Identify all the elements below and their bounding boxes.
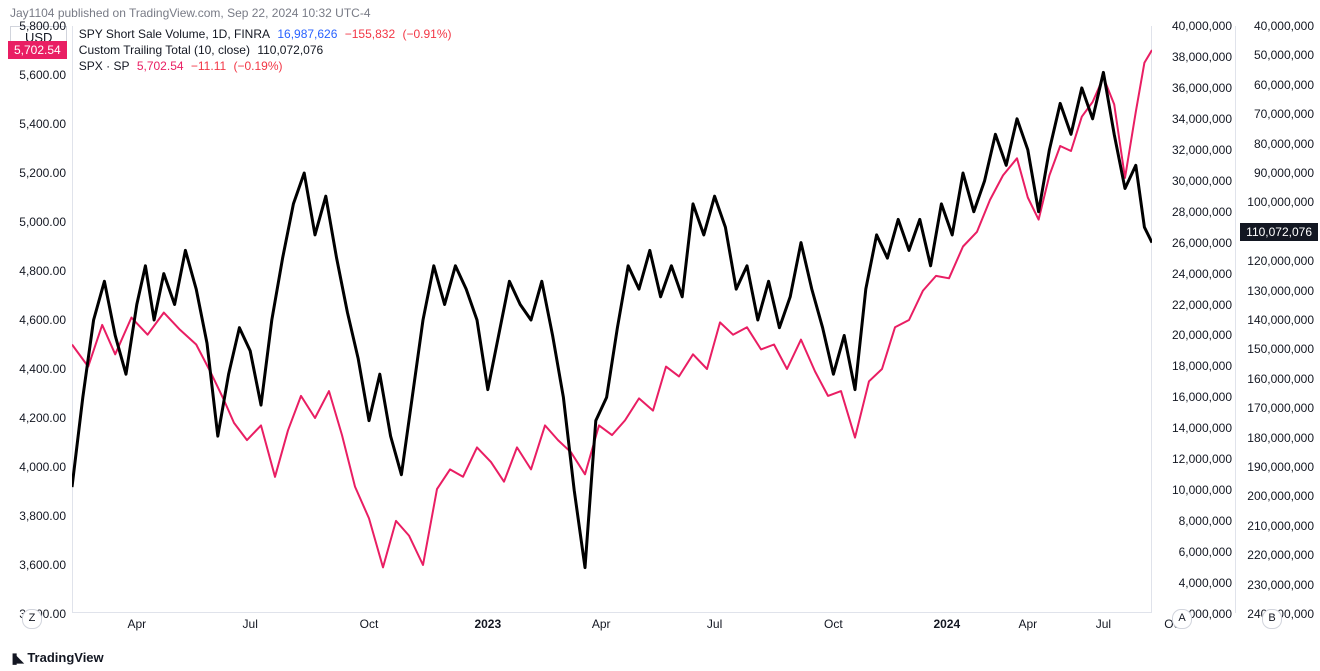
- brand-text: TradingView: [27, 650, 103, 665]
- y-a-tick: 14,000,000: [1172, 421, 1232, 435]
- x-tick: Oct: [824, 617, 843, 631]
- y-b-tick: 40,000,000: [1254, 19, 1314, 33]
- y-a-tick: 32,000,000: [1172, 143, 1232, 157]
- chart-svg: [72, 26, 1152, 614]
- y-a-tick: 34,000,000: [1172, 112, 1232, 126]
- y-b-tick: 180,000,000: [1247, 431, 1314, 445]
- chart-plot-area[interactable]: [72, 26, 1152, 614]
- y-a-tick: 28,000,000: [1172, 205, 1232, 219]
- y-a-tick: 10,000,000: [1172, 483, 1232, 497]
- x-tick: Apr: [1018, 617, 1037, 631]
- y-left-tick: 4,000.00: [19, 460, 66, 474]
- y-left-tick: 4,600.00: [19, 313, 66, 327]
- y-a-tick: 38,000,000: [1172, 50, 1232, 64]
- published-on: published on TradingView.com,: [58, 6, 224, 20]
- axis-b-badge[interactable]: B: [1262, 609, 1282, 629]
- x-tick: 2024: [933, 617, 960, 631]
- y-axis-left[interactable]: 5,800.00 5,600.00 5,400.00 5,200.00 5,000.00…: [0, 0, 72, 614]
- y-a-tick: 26,000,000: [1172, 236, 1232, 250]
- y-b-tick: 90,000,000: [1254, 166, 1314, 180]
- y-left-tick: 4,400.00: [19, 362, 66, 376]
- y-b-tick: 220,000,000: [1247, 548, 1314, 562]
- y-left-tick: 3,600.00: [19, 558, 66, 572]
- price-tag-spx: 5,702.54: [8, 41, 67, 59]
- y-a-tick: 16,000,000: [1172, 390, 1232, 404]
- y-a-tick: 20,000,000: [1172, 328, 1232, 342]
- axis-a-badge[interactable]: A: [1172, 609, 1192, 629]
- price-tag-trailing: 110,072,076: [1240, 223, 1318, 241]
- y-a-tick: 4,000,000: [1179, 576, 1232, 590]
- z-badge[interactable]: Z: [22, 609, 42, 629]
- y-left-tick: 3,800.00: [19, 509, 66, 523]
- footer-brand: ❚◣ TradingView: [10, 650, 104, 665]
- y-left-tick: 5,600.00: [19, 68, 66, 82]
- y-left-tick: 5,000.00: [19, 215, 66, 229]
- y-left-tick: 5,200.00: [19, 166, 66, 180]
- y-left-tick: 4,200.00: [19, 411, 66, 425]
- y-b-tick: 140,000,000: [1247, 313, 1314, 327]
- y-a-tick: 24,000,000: [1172, 267, 1232, 281]
- y-a-tick: 36,000,000: [1172, 81, 1232, 95]
- x-tick: Jul: [707, 617, 722, 631]
- y-a-tick: 40,000,000: [1172, 19, 1232, 33]
- x-tick: Apr: [127, 617, 146, 631]
- y-a-tick: 8,000,000: [1179, 514, 1232, 528]
- y-axis-right-b[interactable]: 40,000,000 50,000,000 60,000,000 70,000,000…: [1236, 0, 1320, 614]
- x-tick: Jul: [243, 617, 258, 631]
- y-left-tick: 4,800.00: [19, 264, 66, 278]
- series-short-volume: [72, 72, 1152, 567]
- chart-container: Jay1104 published on TradingView.com, Se…: [0, 0, 1320, 671]
- y-b-tick: 190,000,000: [1247, 460, 1314, 474]
- y-a-tick: 12,000,000: [1172, 452, 1232, 466]
- y-b-tick: 130,000,000: [1247, 284, 1314, 298]
- y-a-tick: 30,000,000: [1172, 174, 1232, 188]
- y-a-tick: 6,000,000: [1179, 545, 1232, 559]
- y-b-tick: 70,000,000: [1254, 107, 1314, 121]
- y-b-tick: 230,000,000: [1247, 578, 1314, 592]
- y-left-tick: 5,400.00: [19, 117, 66, 131]
- y-axis-right-a[interactable]: 40,000,000 38,000,000 36,000,000 34,000,000…: [1156, 0, 1236, 614]
- x-tick: Oct: [360, 617, 379, 631]
- y-b-tick: 100,000,000: [1247, 195, 1314, 209]
- x-axis[interactable]: AprJulOct2023AprJulOct2024AprJulOct: [72, 612, 1152, 631]
- y-a-tick: 22,000,000: [1172, 298, 1232, 312]
- y-b-tick: 120,000,000: [1247, 254, 1314, 268]
- y-b-tick: 50,000,000: [1254, 48, 1314, 62]
- y-b-tick: 170,000,000: [1247, 401, 1314, 415]
- tv-logo-icon: ❚◣: [10, 653, 20, 665]
- publish-timestamp: Sep 22, 2024 10:32 UTC-4: [227, 6, 370, 20]
- y-left-tick: 5,800.00: [19, 19, 66, 33]
- series-spx: [72, 50, 1152, 567]
- y-a-tick: 18,000,000: [1172, 359, 1232, 373]
- y-b-tick: 200,000,000: [1247, 489, 1314, 503]
- y-b-tick: 60,000,000: [1254, 78, 1314, 92]
- x-tick: Apr: [592, 617, 611, 631]
- y-b-tick: 160,000,000: [1247, 372, 1314, 386]
- y-b-tick: 80,000,000: [1254, 137, 1314, 151]
- y-b-tick: 150,000,000: [1247, 342, 1314, 356]
- x-tick: 2023: [474, 617, 501, 631]
- y-b-tick: 210,000,000: [1247, 519, 1314, 533]
- x-tick: Jul: [1096, 617, 1111, 631]
